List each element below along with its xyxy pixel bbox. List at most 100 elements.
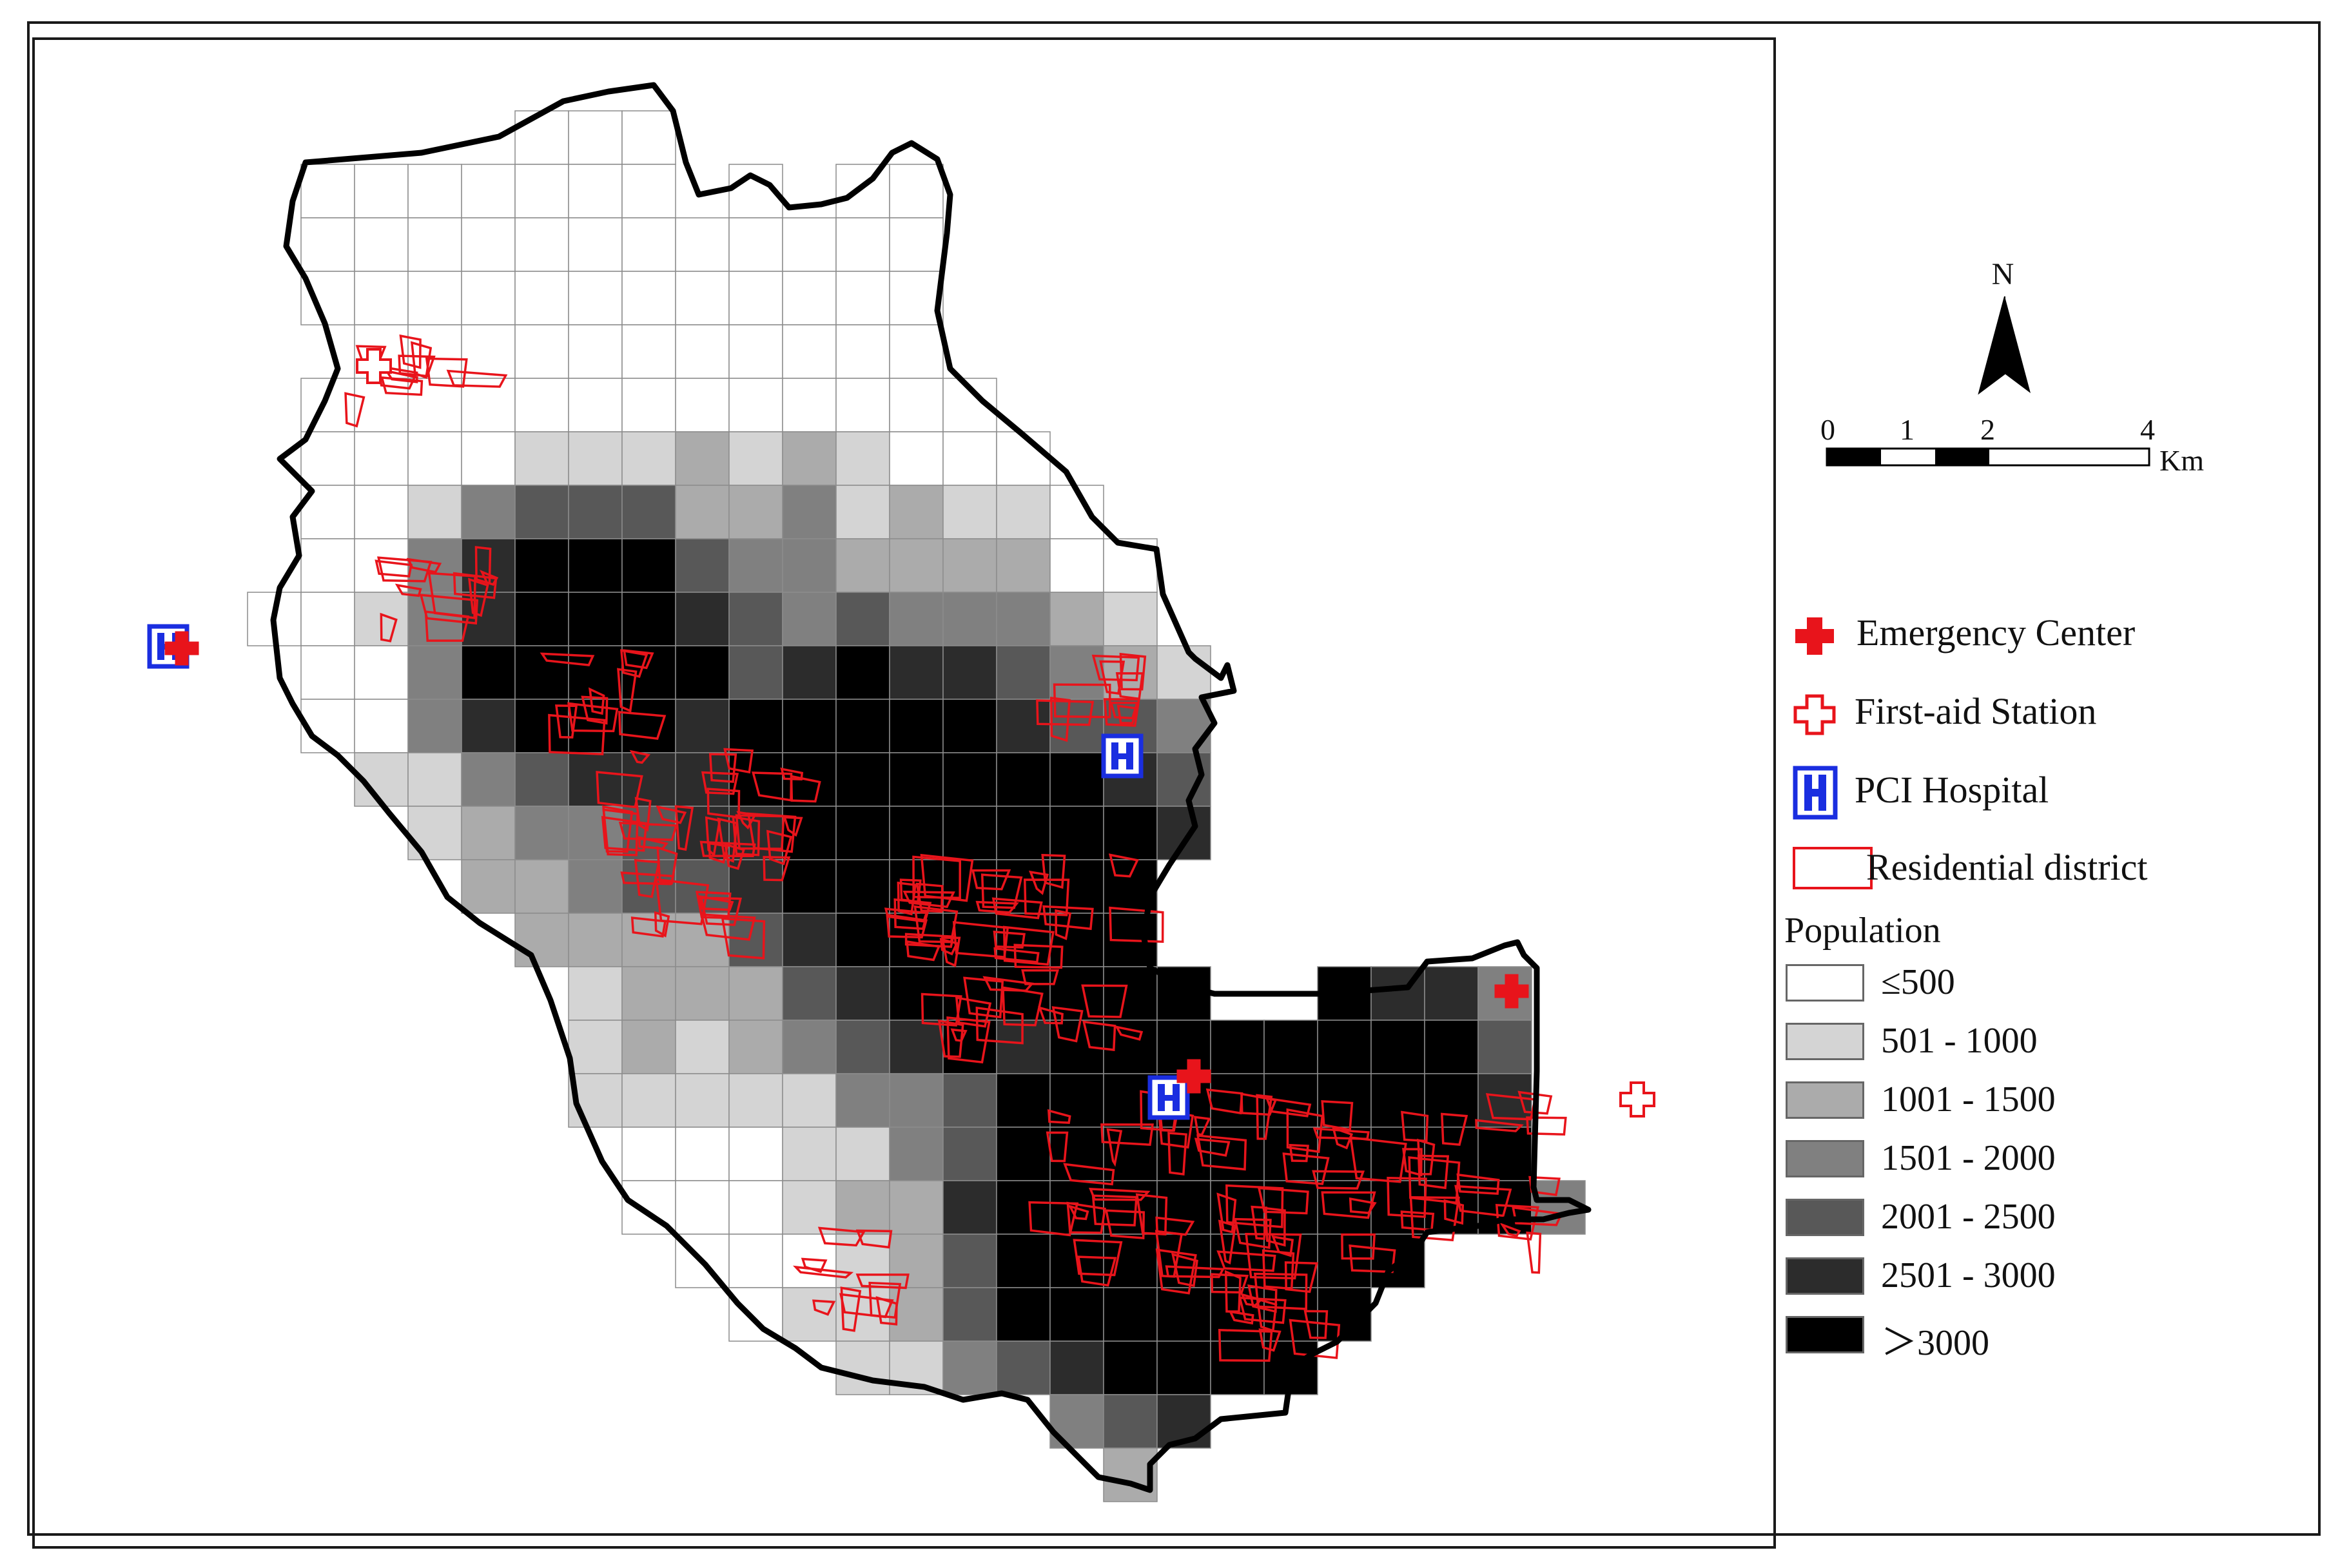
- residential-district: [912, 855, 962, 900]
- grid-cell: [514, 859, 569, 914]
- residential-district: [1303, 1310, 1329, 1339]
- grid-cell: [407, 431, 462, 486]
- grid-cell: [621, 217, 676, 272]
- residential-district: [1002, 925, 1055, 966]
- population-label-6: ＞3000: [1881, 1323, 1989, 1363]
- residential-district: [1155, 1248, 1197, 1295]
- grid-cell: [568, 431, 623, 486]
- legend-label-pci-hospital: PCI Hospital: [1855, 769, 2049, 811]
- grid-cell: [621, 110, 676, 165]
- grid-cell: [889, 538, 944, 593]
- residential-district: [707, 788, 741, 819]
- grid-cell: [942, 1341, 997, 1395]
- population-swatch-2: [1786, 1081, 1864, 1119]
- residential-district: [618, 711, 667, 740]
- residential-district: [1233, 1217, 1272, 1250]
- residential-district: [1046, 1131, 1069, 1163]
- population-grid-map[interactable]: [35, 40, 1775, 1548]
- grid-cell: [407, 324, 462, 379]
- residential-district: [763, 856, 791, 882]
- residential-district: [1013, 944, 1064, 969]
- population-label-5: 2501 - 3000: [1881, 1255, 2056, 1295]
- grid-cell: [1049, 592, 1104, 646]
- grid-cell: [300, 271, 355, 325]
- grid-cell: [407, 752, 462, 807]
- legend-population-title: Population: [1784, 911, 1941, 951]
- pci-hospital-icon: [1101, 733, 1144, 779]
- grid-cell: [1156, 1020, 1211, 1074]
- grid-cell: [568, 752, 623, 807]
- grid-cell: [1317, 1020, 1372, 1074]
- grid-cell: [568, 592, 623, 646]
- grid-cell: [728, 966, 783, 1021]
- residential-district: [1499, 1222, 1521, 1237]
- grid-cell: [835, 645, 890, 700]
- grid-cell: [407, 271, 462, 325]
- grid-cell: [568, 164, 623, 218]
- residential-district: [783, 816, 803, 837]
- grid-cell: [514, 699, 569, 753]
- grid-cell: [1103, 592, 1158, 646]
- grid-cell: [675, 271, 730, 325]
- grid-cell: [996, 699, 1051, 753]
- residential-district: [875, 1296, 898, 1326]
- grid-cell: [407, 699, 462, 753]
- grid-cell: [1156, 699, 1211, 753]
- residential-district: [1264, 1206, 1286, 1247]
- grid-cell: [942, 1127, 997, 1181]
- grid-cell: [514, 217, 569, 272]
- grid-cell: [942, 431, 997, 486]
- residential-district: [410, 341, 433, 380]
- grid-cell: [568, 913, 623, 967]
- grid-cell: [1049, 806, 1104, 860]
- grid-cell: [942, 1287, 997, 1342]
- grid-cell: [728, 271, 783, 325]
- grid-cell: [728, 1127, 783, 1181]
- population-swatch-4: [1786, 1199, 1864, 1236]
- residential-district: [453, 572, 498, 599]
- grid-cell: [835, 1127, 890, 1181]
- grid-cell: [996, 806, 1051, 860]
- first-aid-station-icon: [1793, 694, 1836, 735]
- grid-cell: [835, 378, 890, 432]
- residential-district: [1050, 696, 1071, 742]
- map-frame[interactable]: [32, 37, 1776, 1549]
- grid-cell: [996, 485, 1051, 539]
- residential-district: [623, 649, 654, 670]
- residential-district: [1256, 1297, 1278, 1333]
- grid-cell: [354, 645, 409, 700]
- grid-cell: [782, 1234, 837, 1288]
- residential-district: [790, 775, 821, 803]
- grid-cell: [1370, 1180, 1425, 1235]
- residential-district: [1194, 1137, 1231, 1157]
- grid-cell: [1156, 645, 1211, 700]
- residential-district: [1196, 1134, 1247, 1171]
- grid-cell: [514, 592, 569, 646]
- grid-cell: [728, 217, 783, 272]
- grid-cell: [835, 592, 890, 646]
- grid-cell: [996, 1180, 1051, 1235]
- grid-cell: [889, 271, 944, 325]
- grid-cell: [782, 431, 837, 486]
- residential-district: [1321, 1191, 1376, 1219]
- residential-district: [1312, 1170, 1365, 1190]
- grid-cell: [514, 485, 569, 539]
- residential-district: [1073, 1239, 1123, 1277]
- residential-district: [1485, 1093, 1537, 1121]
- grid-cell: [1103, 1394, 1158, 1449]
- residential-district: [1167, 1132, 1187, 1176]
- grid-cell: [675, 324, 730, 379]
- grid-cell: [782, 378, 837, 432]
- residential-district: [937, 1019, 964, 1058]
- grid-cell: [514, 431, 569, 486]
- grid-cell: [835, 271, 890, 325]
- residential-district: [540, 652, 595, 666]
- grid-cell: [568, 859, 623, 914]
- grid-cell: [621, 1127, 676, 1181]
- residential-district-icon: [1793, 847, 1873, 889]
- grid-cell: [675, 699, 730, 753]
- residential-district: [1042, 905, 1094, 931]
- grid-cell: [461, 271, 516, 325]
- grid-cell: [1049, 1127, 1104, 1181]
- grid-cell: [300, 164, 355, 218]
